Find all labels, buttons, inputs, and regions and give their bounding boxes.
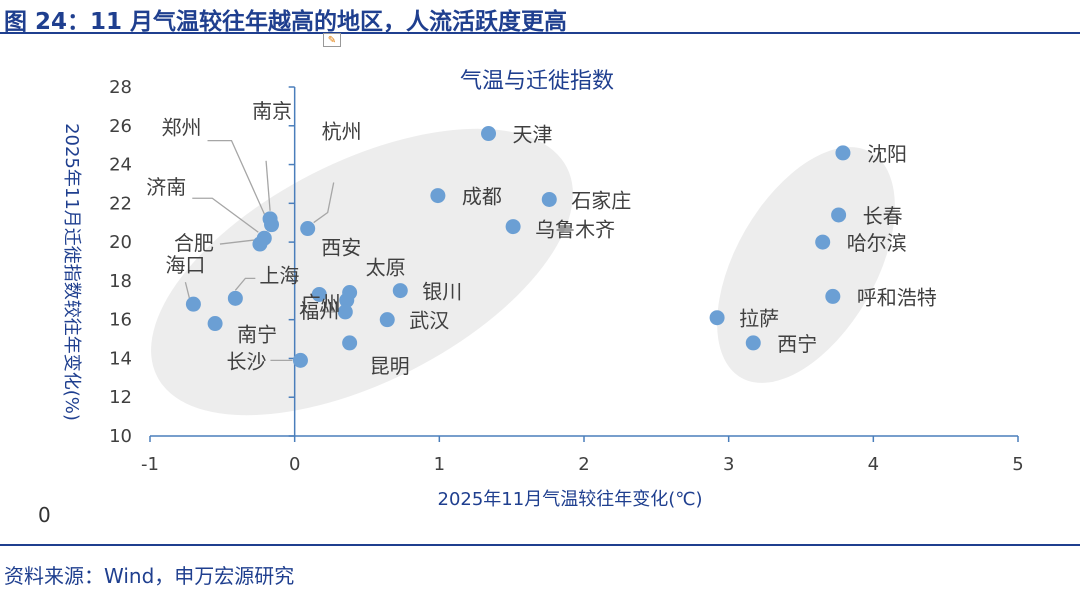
- x-tick-label: 4: [868, 454, 879, 475]
- title-rule: [0, 32, 1080, 34]
- point-label: 杭州: [322, 120, 362, 144]
- point-label: 广州: [301, 291, 341, 315]
- point-label: 石家庄: [571, 188, 631, 212]
- data-point[interactable]: [264, 217, 280, 233]
- data-point[interactable]: [342, 335, 358, 351]
- data-point[interactable]: [379, 312, 395, 328]
- data-point[interactable]: [392, 283, 408, 299]
- footer-rule: [0, 544, 1080, 546]
- leader-lines: [184, 140, 348, 362]
- point-label: 昆明: [370, 354, 410, 378]
- leader-line: [219, 239, 255, 245]
- leader-line: [192, 197, 259, 233]
- edit-icon[interactable]: ✎: [323, 33, 341, 47]
- y-tick-label: 16: [109, 310, 132, 331]
- point-label: 西安: [321, 235, 361, 259]
- y-tick-label: 22: [109, 193, 132, 214]
- y-tick-label: 24: [109, 155, 132, 176]
- x-tick-label: 0: [289, 454, 300, 475]
- point-label: 太原: [366, 256, 406, 280]
- y-tick-label: 14: [109, 348, 132, 369]
- point-label: 合肥: [174, 231, 214, 255]
- point-label: 长沙: [226, 349, 266, 373]
- leader-line: [313, 182, 335, 224]
- point-label: 哈尔滨: [847, 231, 907, 255]
- data-point[interactable]: [207, 316, 223, 332]
- point-label: 长春: [863, 204, 903, 228]
- x-tick-label: 1: [434, 454, 445, 475]
- cluster-ellipses: [151, 128, 895, 416]
- y-tick-label: 12: [109, 387, 132, 408]
- x-tick-label: 2: [578, 454, 589, 475]
- x-tick-label: 3: [723, 454, 734, 475]
- figure-title: 图 24：11 月气温较往年越高的地区，人流活跃度更高: [4, 9, 568, 35]
- data-point[interactable]: [292, 352, 308, 368]
- data-point[interactable]: [835, 145, 851, 161]
- point-label: 西宁: [777, 332, 817, 356]
- x-tick-label: 5: [1012, 454, 1023, 475]
- data-point[interactable]: [505, 219, 521, 235]
- point-label: 武汉: [409, 309, 449, 333]
- data-point[interactable]: [337, 304, 353, 320]
- point-label: 济南: [146, 175, 186, 199]
- data-point[interactable]: [825, 288, 841, 304]
- point-label: 成都: [462, 185, 502, 209]
- point-label: 上海: [259, 263, 299, 287]
- data-point[interactable]: [815, 234, 831, 250]
- data-point[interactable]: [430, 188, 446, 204]
- zero-note: 0: [38, 503, 51, 527]
- data-points: [185, 126, 851, 368]
- point-label: 天津: [513, 123, 553, 147]
- data-point[interactable]: [541, 191, 557, 207]
- point-label: 福州: [299, 299, 339, 323]
- y-tick-label: 26: [109, 116, 132, 137]
- cluster-ellipse-north: [717, 147, 895, 383]
- cluster-ellipse-main: [151, 128, 573, 416]
- y-tick-label: 20: [109, 232, 132, 253]
- point-label: 郑州: [162, 116, 202, 140]
- point-label: 沈阳: [867, 142, 907, 166]
- point-label: 银川: [422, 280, 462, 304]
- y-axis-label: 2025年11月迁徙指数较往年变化(%): [61, 123, 82, 421]
- data-point[interactable]: [300, 221, 316, 237]
- data-point[interactable]: [481, 126, 497, 142]
- point-label: 乌鲁木齐: [535, 218, 615, 242]
- source-note: 资料来源：Wind，申万宏源研究: [4, 564, 295, 588]
- y-tick-label: 18: [109, 271, 132, 292]
- leader-line: [184, 281, 191, 299]
- leader-line: [234, 277, 256, 291]
- data-point[interactable]: [709, 310, 725, 326]
- point-label: 南京: [252, 99, 292, 123]
- data-point[interactable]: [745, 335, 761, 351]
- data-point[interactable]: [252, 236, 268, 252]
- leader-line: [265, 160, 271, 211]
- y-tick-label: 10: [109, 426, 132, 447]
- point-label: 拉萨: [739, 307, 779, 331]
- point-label: 南宁: [237, 323, 277, 347]
- data-point[interactable]: [227, 290, 243, 306]
- data-point[interactable]: [185, 296, 201, 312]
- chart-title: 气温与迁徙指数: [460, 69, 614, 94]
- data-point[interactable]: [339, 292, 355, 308]
- data-point[interactable]: [831, 207, 847, 223]
- y-tick-label: 28: [109, 77, 132, 98]
- x-axis-label: 2025年11月气温较往年变化(℃): [438, 489, 703, 510]
- point-label: 呼和浩特: [857, 285, 937, 309]
- data-point[interactable]: [311, 286, 327, 302]
- leader-line: [207, 140, 267, 217]
- x-tick-label: -1: [141, 454, 159, 475]
- point-label: 海口: [165, 253, 205, 277]
